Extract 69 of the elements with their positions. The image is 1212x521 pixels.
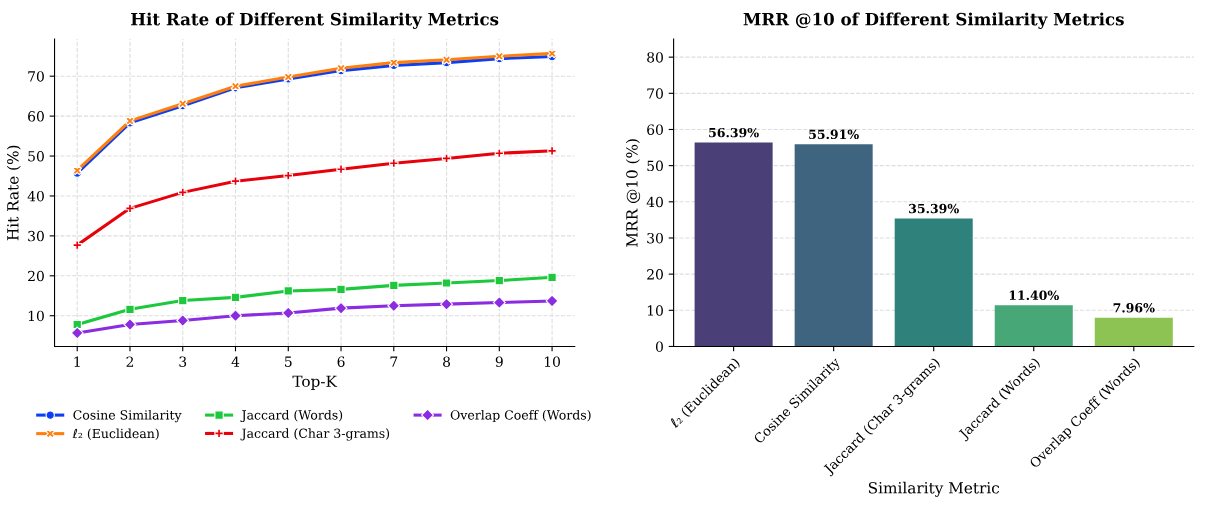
point — [229, 309, 242, 323]
y-tick-label: 60 — [647, 124, 663, 135]
y-tick-label: 30 — [28, 230, 44, 242]
point — [336, 284, 346, 295]
data-label: 11.40% — [1009, 290, 1059, 301]
x-tick-label: 9 — [495, 356, 503, 367]
point — [281, 306, 295, 320]
point — [230, 292, 241, 303]
point — [440, 297, 453, 311]
data-label: 35.39% — [909, 203, 959, 214]
x-tick-label: 5 — [285, 356, 292, 367]
point — [334, 301, 348, 315]
y-tick-label: 80 — [647, 52, 663, 63]
bar — [694, 142, 773, 347]
point — [178, 295, 188, 306]
x-tick-label: 3 — [179, 356, 187, 367]
y-tick-label: 30 — [647, 232, 663, 244]
x-tick-label: 6 — [337, 356, 345, 367]
bar — [894, 218, 973, 347]
point — [545, 294, 559, 308]
x-tick-label: 4 — [231, 356, 240, 367]
point — [72, 240, 82, 250]
point — [387, 299, 401, 313]
x-tick-label: 1 — [74, 356, 80, 367]
chart-title: MRR @10 of Different Similarity Metrics — [743, 12, 1124, 29]
y-tick-label: 20 — [28, 270, 44, 282]
y-tick-label: 0 — [655, 341, 663, 352]
y-tick-label: 10 — [647, 305, 663, 316]
point — [176, 314, 190, 327]
point — [283, 286, 293, 296]
chart-title: Hit Rate of Different Similarity Metrics — [131, 12, 499, 29]
bar — [1094, 317, 1173, 347]
y-tick-label: 50 — [28, 151, 44, 162]
y-tick-label: 70 — [647, 88, 663, 99]
y-tick-label: 40 — [27, 190, 44, 202]
y-tick-label: 60 — [28, 111, 44, 122]
point — [494, 275, 505, 286]
point — [547, 146, 557, 156]
point — [389, 280, 399, 291]
point — [70, 326, 84, 340]
x-tick-label: 7 — [390, 356, 398, 367]
data-label: 56.39% — [709, 127, 759, 138]
y-axis-title: MRR @10 (%) — [625, 139, 641, 247]
point — [125, 304, 135, 315]
point — [230, 176, 241, 186]
data-label: 7.96% — [1113, 303, 1155, 313]
y-tick-label: 10 — [28, 310, 44, 322]
y-tick-label: 50 — [647, 160, 663, 172]
y-axis-title: Hit Rate (%) — [6, 145, 21, 241]
point — [178, 187, 188, 198]
point — [123, 318, 137, 331]
point — [283, 170, 293, 181]
point — [494, 148, 505, 158]
y-tick-label: 70 — [28, 71, 44, 82]
point — [547, 272, 557, 283]
bar — [794, 144, 873, 347]
point — [336, 164, 346, 174]
bar — [994, 305, 1073, 347]
x-axis-title: Top-K — [292, 375, 338, 390]
x-tick-label: 10 — [544, 356, 560, 367]
point — [492, 296, 506, 310]
y-tick-label: 20 — [647, 269, 663, 280]
x-tick-label: 2 — [126, 356, 134, 367]
x-axis-title: Similarity Metric — [868, 481, 1000, 497]
data-label: 55.91% — [809, 129, 859, 140]
x-tick-label: 8 — [443, 356, 451, 367]
point — [441, 278, 452, 288]
point — [389, 158, 399, 168]
y-tick-label: 40 — [646, 196, 663, 208]
